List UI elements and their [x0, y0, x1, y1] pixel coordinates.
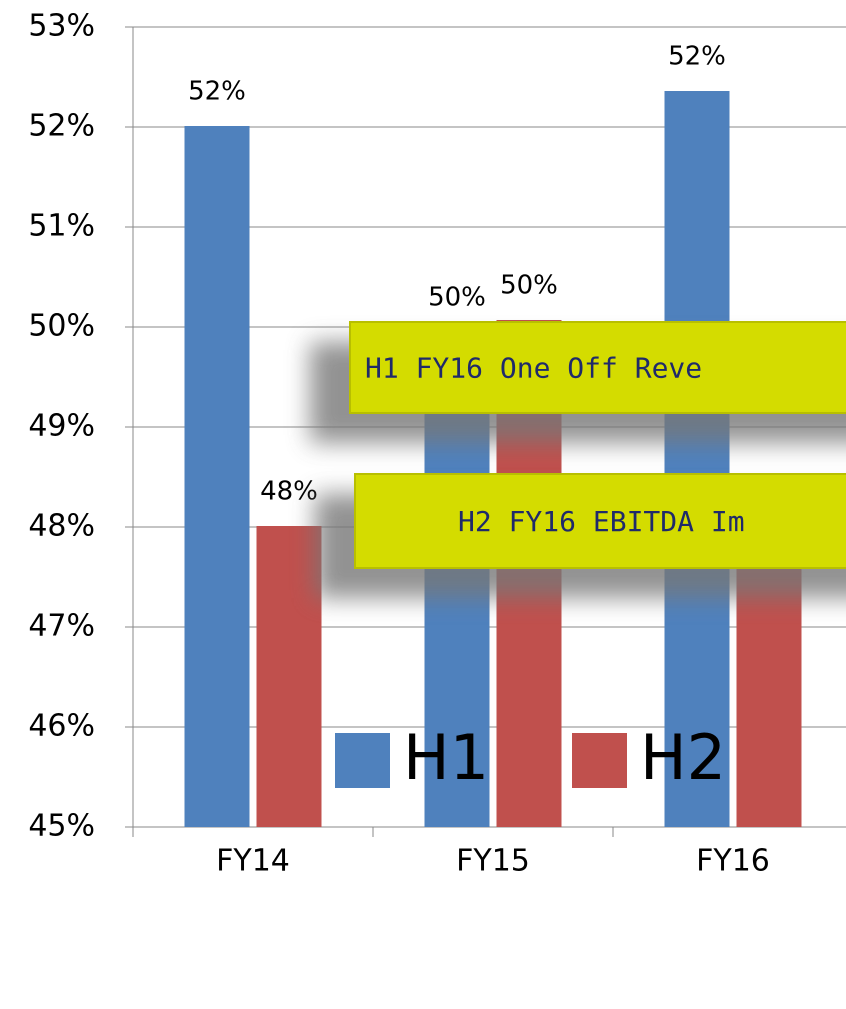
y-tick-label: 45% [28, 809, 95, 844]
annotation-box [349, 321, 846, 414]
value-label: 48% [260, 477, 318, 507]
legend-label: H1 [403, 721, 489, 794]
bar [184, 126, 250, 827]
legend-swatch [572, 733, 627, 788]
y-tick-label: 46% [28, 709, 95, 744]
y-tick-label: 52% [28, 109, 95, 144]
value-label: 52% [188, 77, 246, 107]
x-tick-label: FY15 [456, 844, 530, 879]
y-tick-label: 50% [28, 309, 95, 344]
legend-label: H2 [640, 721, 726, 794]
bar [256, 526, 322, 827]
value-label: 50% [500, 271, 558, 301]
legend-swatch [335, 733, 390, 788]
y-tick-label: 47% [28, 609, 95, 644]
bar [736, 557, 802, 827]
value-label: 52% [668, 42, 726, 72]
y-tick-label: 48% [28, 509, 95, 544]
x-tick-label: FY16 [696, 844, 770, 879]
y-tick-label: 51% [28, 209, 95, 244]
y-tick-label: 53% [28, 9, 95, 44]
y-tick-label: 49% [28, 409, 95, 444]
x-tick-label: FY14 [216, 844, 290, 879]
bar [664, 91, 730, 827]
annotation: H1 FY16 One Off Reve [365, 352, 702, 385]
value-label: 50% [428, 283, 486, 313]
annotation-box [354, 473, 846, 569]
annotation: H2 FY16 EBITDA Im [458, 505, 745, 538]
